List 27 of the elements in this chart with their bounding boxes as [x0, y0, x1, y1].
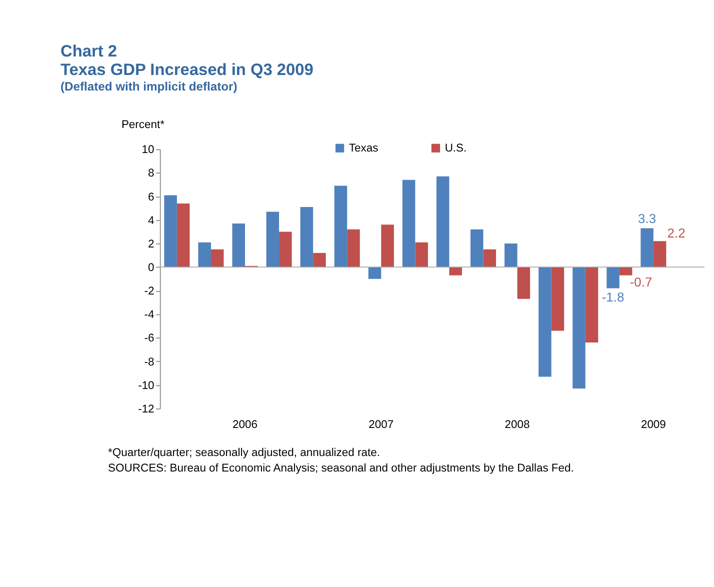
- data-label: -0.7: [630, 274, 652, 290]
- legend-label: U.S.: [444, 142, 467, 155]
- x-tick-label: 2007: [368, 418, 394, 431]
- x-tick-label: 2006: [232, 418, 258, 431]
- chart-subtitle: (Deflated with implicit deflator): [60, 79, 238, 94]
- text: *Quarter/quarter; seasonally adjusted, annualized rate.: [108, 447, 380, 460]
- y-tick-label: 6: [148, 191, 154, 204]
- chart-title: Chart 2 Texas GDP Increased in Q3 2009: [60, 42, 314, 79]
- source-note: SOURCES: Bureau of Economic Analysis; seasonal and other adjustments by the Dallas Fed.: [108, 462, 574, 475]
- y-tick-label: 2: [148, 238, 154, 250]
- data-label: 2.2: [667, 226, 686, 241]
- y-tick-label: -2: [144, 286, 154, 298]
- legend-label: Texas: [348, 142, 379, 155]
- y-tick-label: -4: [144, 309, 154, 322]
- y-tick-label: 0: [148, 262, 154, 274]
- data-label: -1.8: [602, 289, 624, 304]
- y-tick-label: -6: [144, 332, 154, 345]
- y-tick-label: -8: [144, 356, 154, 368]
- y-tick-label: -10: [138, 380, 154, 392]
- x-tick-label: 2008: [504, 418, 530, 431]
- y-tick-label: 8: [148, 168, 154, 180]
- y-tick-label: 4: [148, 214, 154, 227]
- data-label: 3.3: [638, 211, 656, 226]
- y-tick-label: 10: [142, 144, 154, 156]
- y-axis-title: Percent*: [121, 119, 166, 132]
- y-tick-label: -12: [138, 403, 154, 416]
- x-tick-label: 2009: [640, 418, 666, 431]
